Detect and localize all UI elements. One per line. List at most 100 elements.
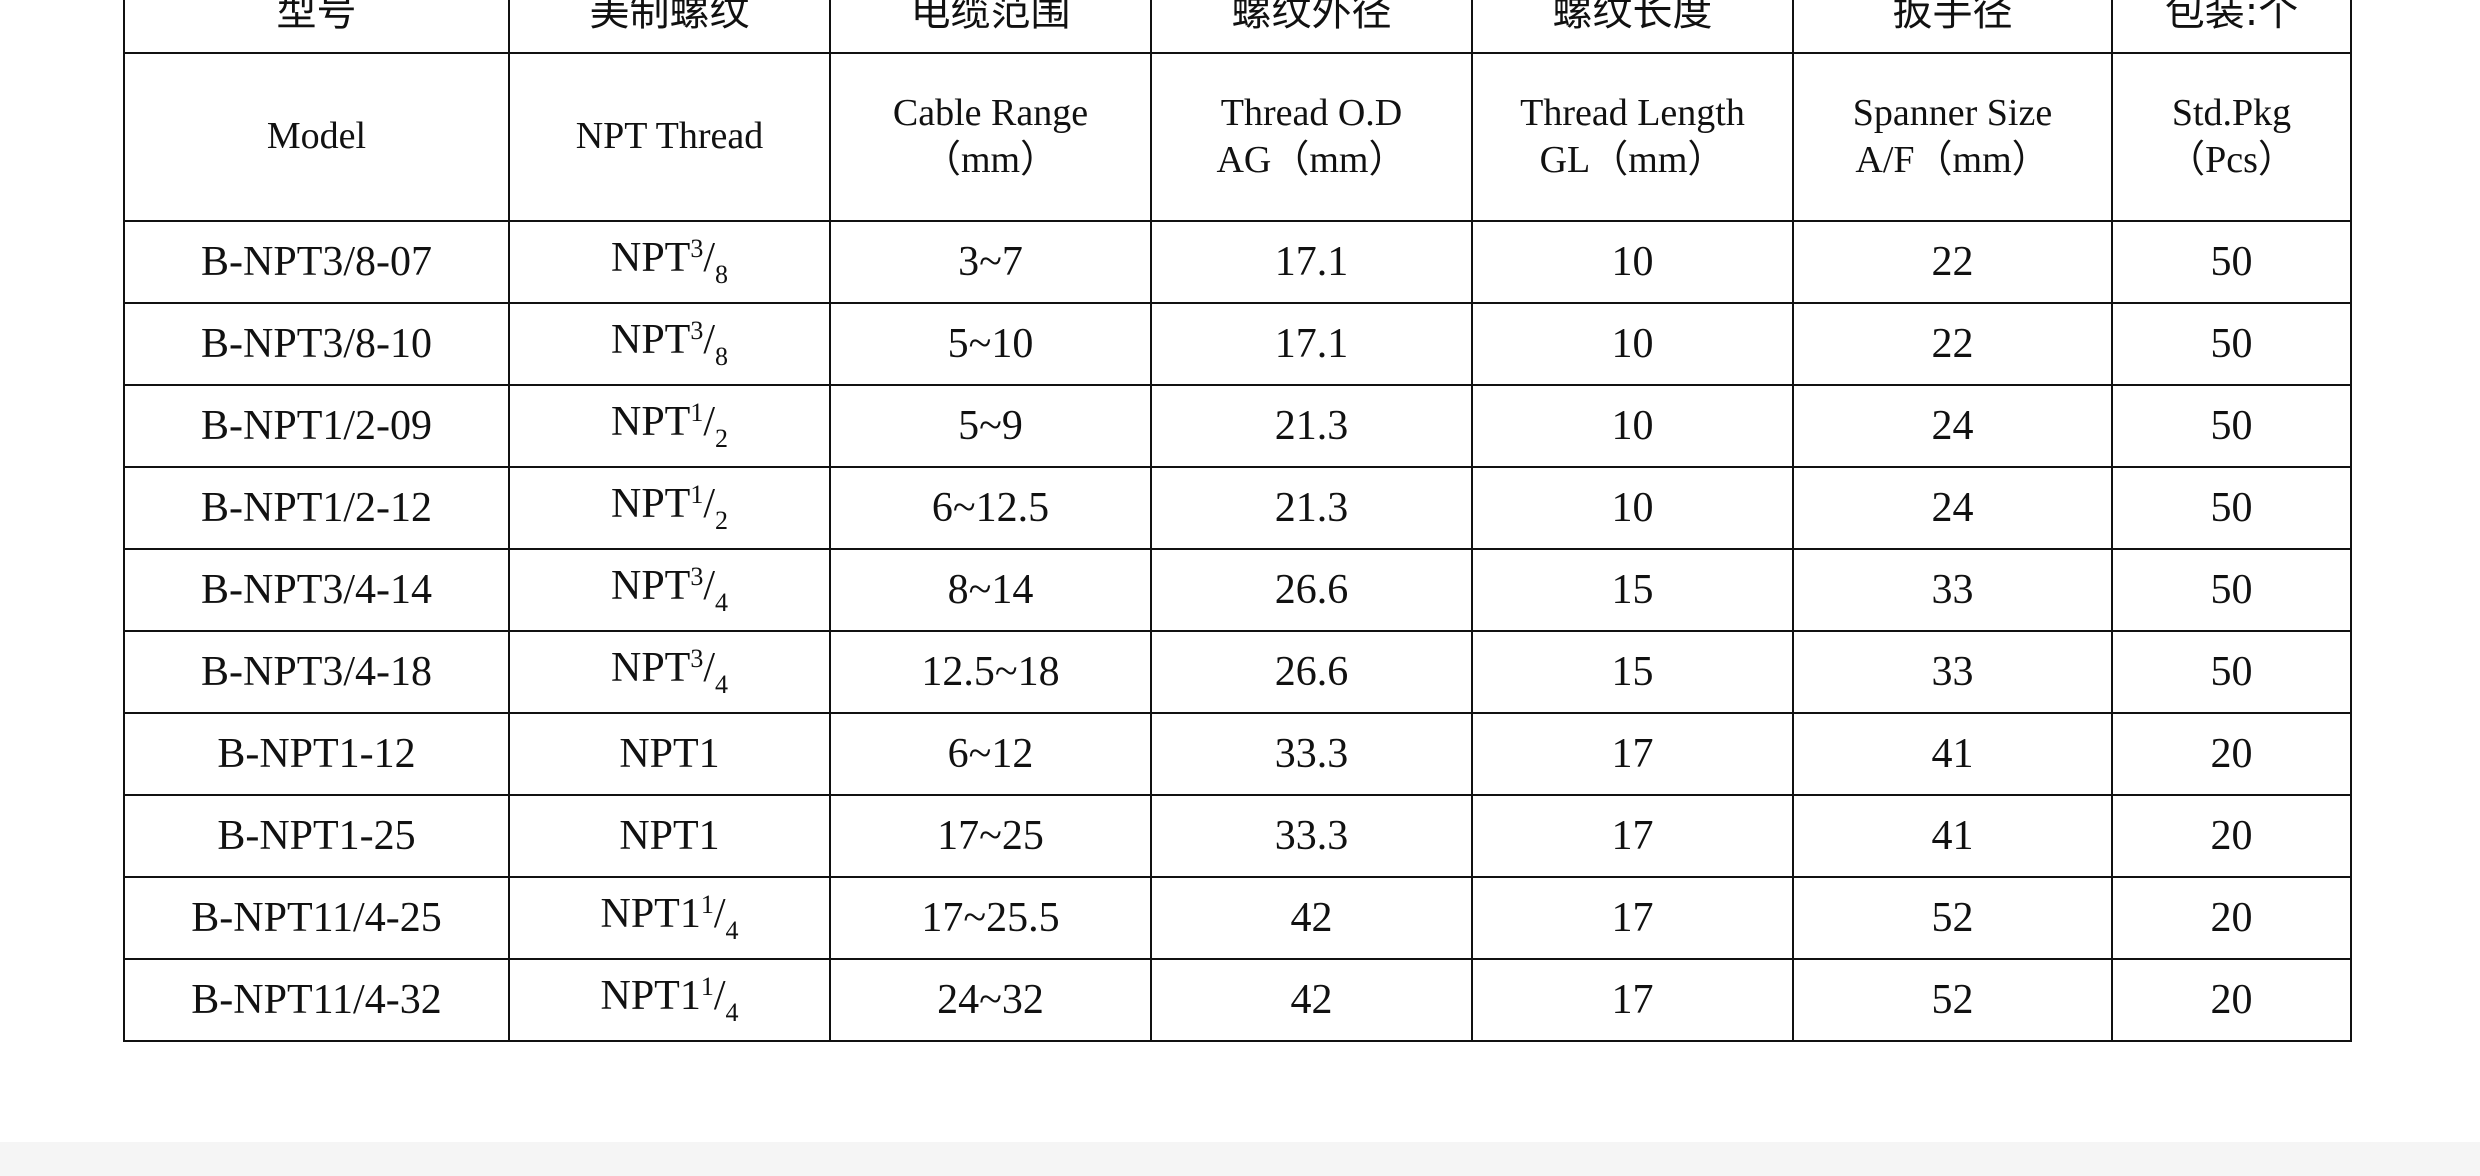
data-cell: NPT11/4 (508, 876, 831, 960)
data-row: B-NPT11/4-25 NPT11/4 17~25.5 42 17 52 20 (123, 876, 2352, 960)
header-cell: Model (123, 52, 510, 222)
fraction-slash: / (703, 563, 716, 610)
data-cell: B-NPT1/2-12 (123, 466, 510, 550)
data-cell: NPT11/4 (508, 958, 831, 1042)
data-cell: 10 (1471, 466, 1794, 550)
thread-num: 1 (700, 890, 714, 920)
cell-text: 17.1 (1274, 238, 1349, 285)
cell-text: 41 (1931, 812, 1974, 859)
cell-text: 17 (1611, 812, 1654, 859)
data-cell: 10 (1471, 220, 1794, 304)
data-cell: NPT1/2 (508, 466, 831, 550)
thread-base: NPT1 (619, 730, 720, 777)
data-cell: 41 (1792, 712, 2113, 796)
data-cell: 17 (1471, 958, 1794, 1042)
data-cell: 41 (1792, 794, 2113, 878)
thread-num: 1 (700, 972, 714, 1002)
data-cell: 21.3 (1150, 466, 1473, 550)
fraction-slash: / (703, 481, 716, 528)
header-line: AG（mm） (1216, 139, 1407, 181)
cell-text: B-NPT3/4-18 (201, 648, 432, 695)
data-cell: 15 (1471, 548, 1794, 632)
data-cell: B-NPT3/8-10 (123, 302, 510, 386)
cell-text: 20 (2210, 894, 2253, 941)
data-cell: 24 (1792, 384, 2113, 468)
header-cell: 螺纹长度 (1471, 0, 1794, 54)
header-line: NPT Thread (575, 115, 764, 158)
header-line: Spanner Size (1852, 91, 2053, 134)
header-cell: Thread Length GL（mm） (1471, 52, 1794, 222)
cell-text: B-NPT11/4-25 (191, 894, 442, 941)
cell-text: 50 (2210, 484, 2253, 531)
data-cell: 42 (1150, 958, 1473, 1042)
data-cell: 8~14 (829, 548, 1152, 632)
data-row: B-NPT1/2-09 NPT1/2 5~9 21.3 10 24 50 (123, 384, 2352, 468)
cell-text: 5~10 (947, 320, 1034, 367)
cell-text: 21.3 (1274, 402, 1349, 449)
data-cell: 3~7 (829, 220, 1152, 304)
data-cell: B-NPT3/4-18 (123, 630, 510, 714)
data-row: B-NPT11/4-32 NPT11/4 24~32 42 17 52 20 (123, 958, 2352, 1042)
data-row: B-NPT3/8-10 NPT3/8 5~10 17.1 10 22 50 (123, 302, 2352, 386)
data-cell: B-NPT1/2-09 (123, 384, 510, 468)
thread-base: NPT (610, 645, 691, 692)
fraction-slash: / (703, 235, 716, 282)
data-cell: 22 (1792, 302, 2113, 386)
header-text: 螺纹外径 (1231, 0, 1392, 35)
cell-text: 10 (1611, 402, 1654, 449)
thread-den: 2 (715, 424, 729, 454)
thread-num: 3 (690, 234, 704, 264)
cell-text: 26.6 (1274, 648, 1349, 695)
cell-text: 50 (2210, 648, 2253, 695)
cell-text: B-NPT1/2-09 (201, 402, 432, 449)
data-cell: B-NPT3/4-14 (123, 548, 510, 632)
cell-text: 17 (1611, 730, 1654, 777)
data-cell: 5~9 (829, 384, 1152, 468)
header-text: 扳手径 (1892, 0, 2013, 35)
data-cell: NPT3/4 (508, 548, 831, 632)
data-cell: B-NPT1-12 (123, 712, 510, 796)
thread-base: NPT (610, 399, 691, 446)
data-cell: 26.6 (1150, 548, 1473, 632)
header-cell: Std.Pkg （Pcs） (2111, 52, 2352, 222)
fraction-slash: / (703, 645, 716, 692)
cell-text: 12.5~18 (921, 648, 1060, 695)
header-line: （Pcs） (2167, 139, 2296, 181)
cell-text: 20 (2210, 730, 2253, 777)
data-cell: NPT1 (508, 712, 831, 796)
data-cell: 17 (1471, 712, 1794, 796)
cell-text: 5~9 (958, 402, 1023, 449)
data-cell: 20 (2111, 712, 2352, 796)
thread-num: 3 (690, 316, 704, 346)
data-cell: 50 (2111, 466, 2352, 550)
data-cell: 33.3 (1150, 712, 1473, 796)
cell-text: 15 (1611, 566, 1654, 613)
data-cell: 50 (2111, 220, 2352, 304)
cell-text: B-NPT3/8-07 (201, 238, 432, 285)
data-cell: 33.3 (1150, 794, 1473, 878)
cell-text: B-NPT3/4-14 (201, 566, 432, 613)
fraction-slash: / (703, 317, 716, 364)
cell-text: 10 (1611, 320, 1654, 367)
cell-text: 50 (2210, 402, 2253, 449)
cell-text: 17.1 (1274, 320, 1349, 367)
data-cell: 17 (1471, 876, 1794, 960)
header-row-en: Model NPT Thread Cable Range （mm） Thread O.D… (123, 52, 2352, 222)
data-cell: 17~25.5 (829, 876, 1152, 960)
fraction-slash: / (713, 973, 726, 1020)
header-line: （mm） (922, 139, 1059, 181)
thread-base: NPT (610, 481, 691, 528)
header-line: Cable Range (892, 91, 1089, 134)
data-row: B-NPT1-12 NPT1 6~12 33.3 17 41 20 (123, 712, 2352, 796)
data-cell: 20 (2111, 958, 2352, 1042)
fraction-slash: / (713, 891, 726, 938)
data-cell: 15 (1471, 630, 1794, 714)
header-line: Thread O.D (1220, 91, 1403, 134)
header-cell: 包装:个 (2111, 0, 2352, 54)
data-cell: NPT3/8 (508, 220, 831, 304)
data-cell: NPT3/4 (508, 630, 831, 714)
cell-text: B-NPT1-12 (217, 730, 416, 777)
cell-text: 8~14 (947, 566, 1034, 613)
header-cell: 电缆范围 (829, 0, 1152, 54)
